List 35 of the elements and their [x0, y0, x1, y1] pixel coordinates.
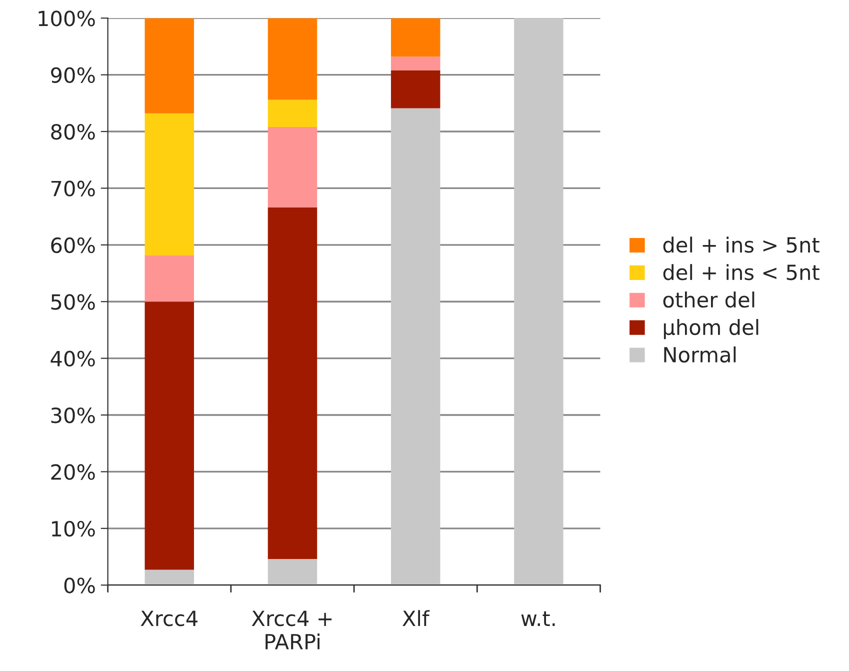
bar [390, 70, 440, 108]
x-tick-label: w.t. [521, 611, 555, 626]
bar [144, 302, 194, 570]
bar [514, 18, 564, 586]
bar [390, 56, 440, 70]
bar [144, 255, 194, 302]
bar [268, 207, 318, 560]
legend-label: del + ins < 5nt [663, 264, 820, 280]
bar [268, 126, 318, 208]
bar [390, 18, 440, 57]
bar [144, 18, 194, 114]
bar [390, 108, 440, 586]
y-tick-label: 70% [51, 180, 95, 196]
bar [144, 113, 194, 256]
y-tick-label: 90% [51, 67, 95, 84]
bar [268, 18, 318, 100]
y-tick-label: 30% [51, 407, 95, 424]
bar [268, 100, 318, 127]
legend-label: del + ins > 5nt [663, 236, 820, 253]
bar [144, 570, 194, 586]
x-tick-label: Xlf [402, 610, 430, 626]
y-tick-label: 20% [51, 464, 95, 480]
y-tick-label: 80% [51, 124, 95, 140]
legend-label: µhom del [664, 318, 758, 340]
y-tick-label: 60% [51, 237, 95, 254]
y-tick-label: 40% [50, 350, 95, 367]
legend-label: Normal [664, 346, 736, 363]
legend-label: other del [663, 292, 754, 308]
x-tick-label: Xrcc4 + PARPi [252, 610, 332, 650]
y-tick-label: 100% [38, 10, 95, 26]
x-tick-label: Xrcc4 [140, 610, 198, 626]
y-tick-label: 50% [51, 294, 95, 310]
y-tick-label: 0% [64, 578, 95, 594]
bar [268, 559, 318, 586]
y-tick-label: 10% [52, 520, 95, 537]
